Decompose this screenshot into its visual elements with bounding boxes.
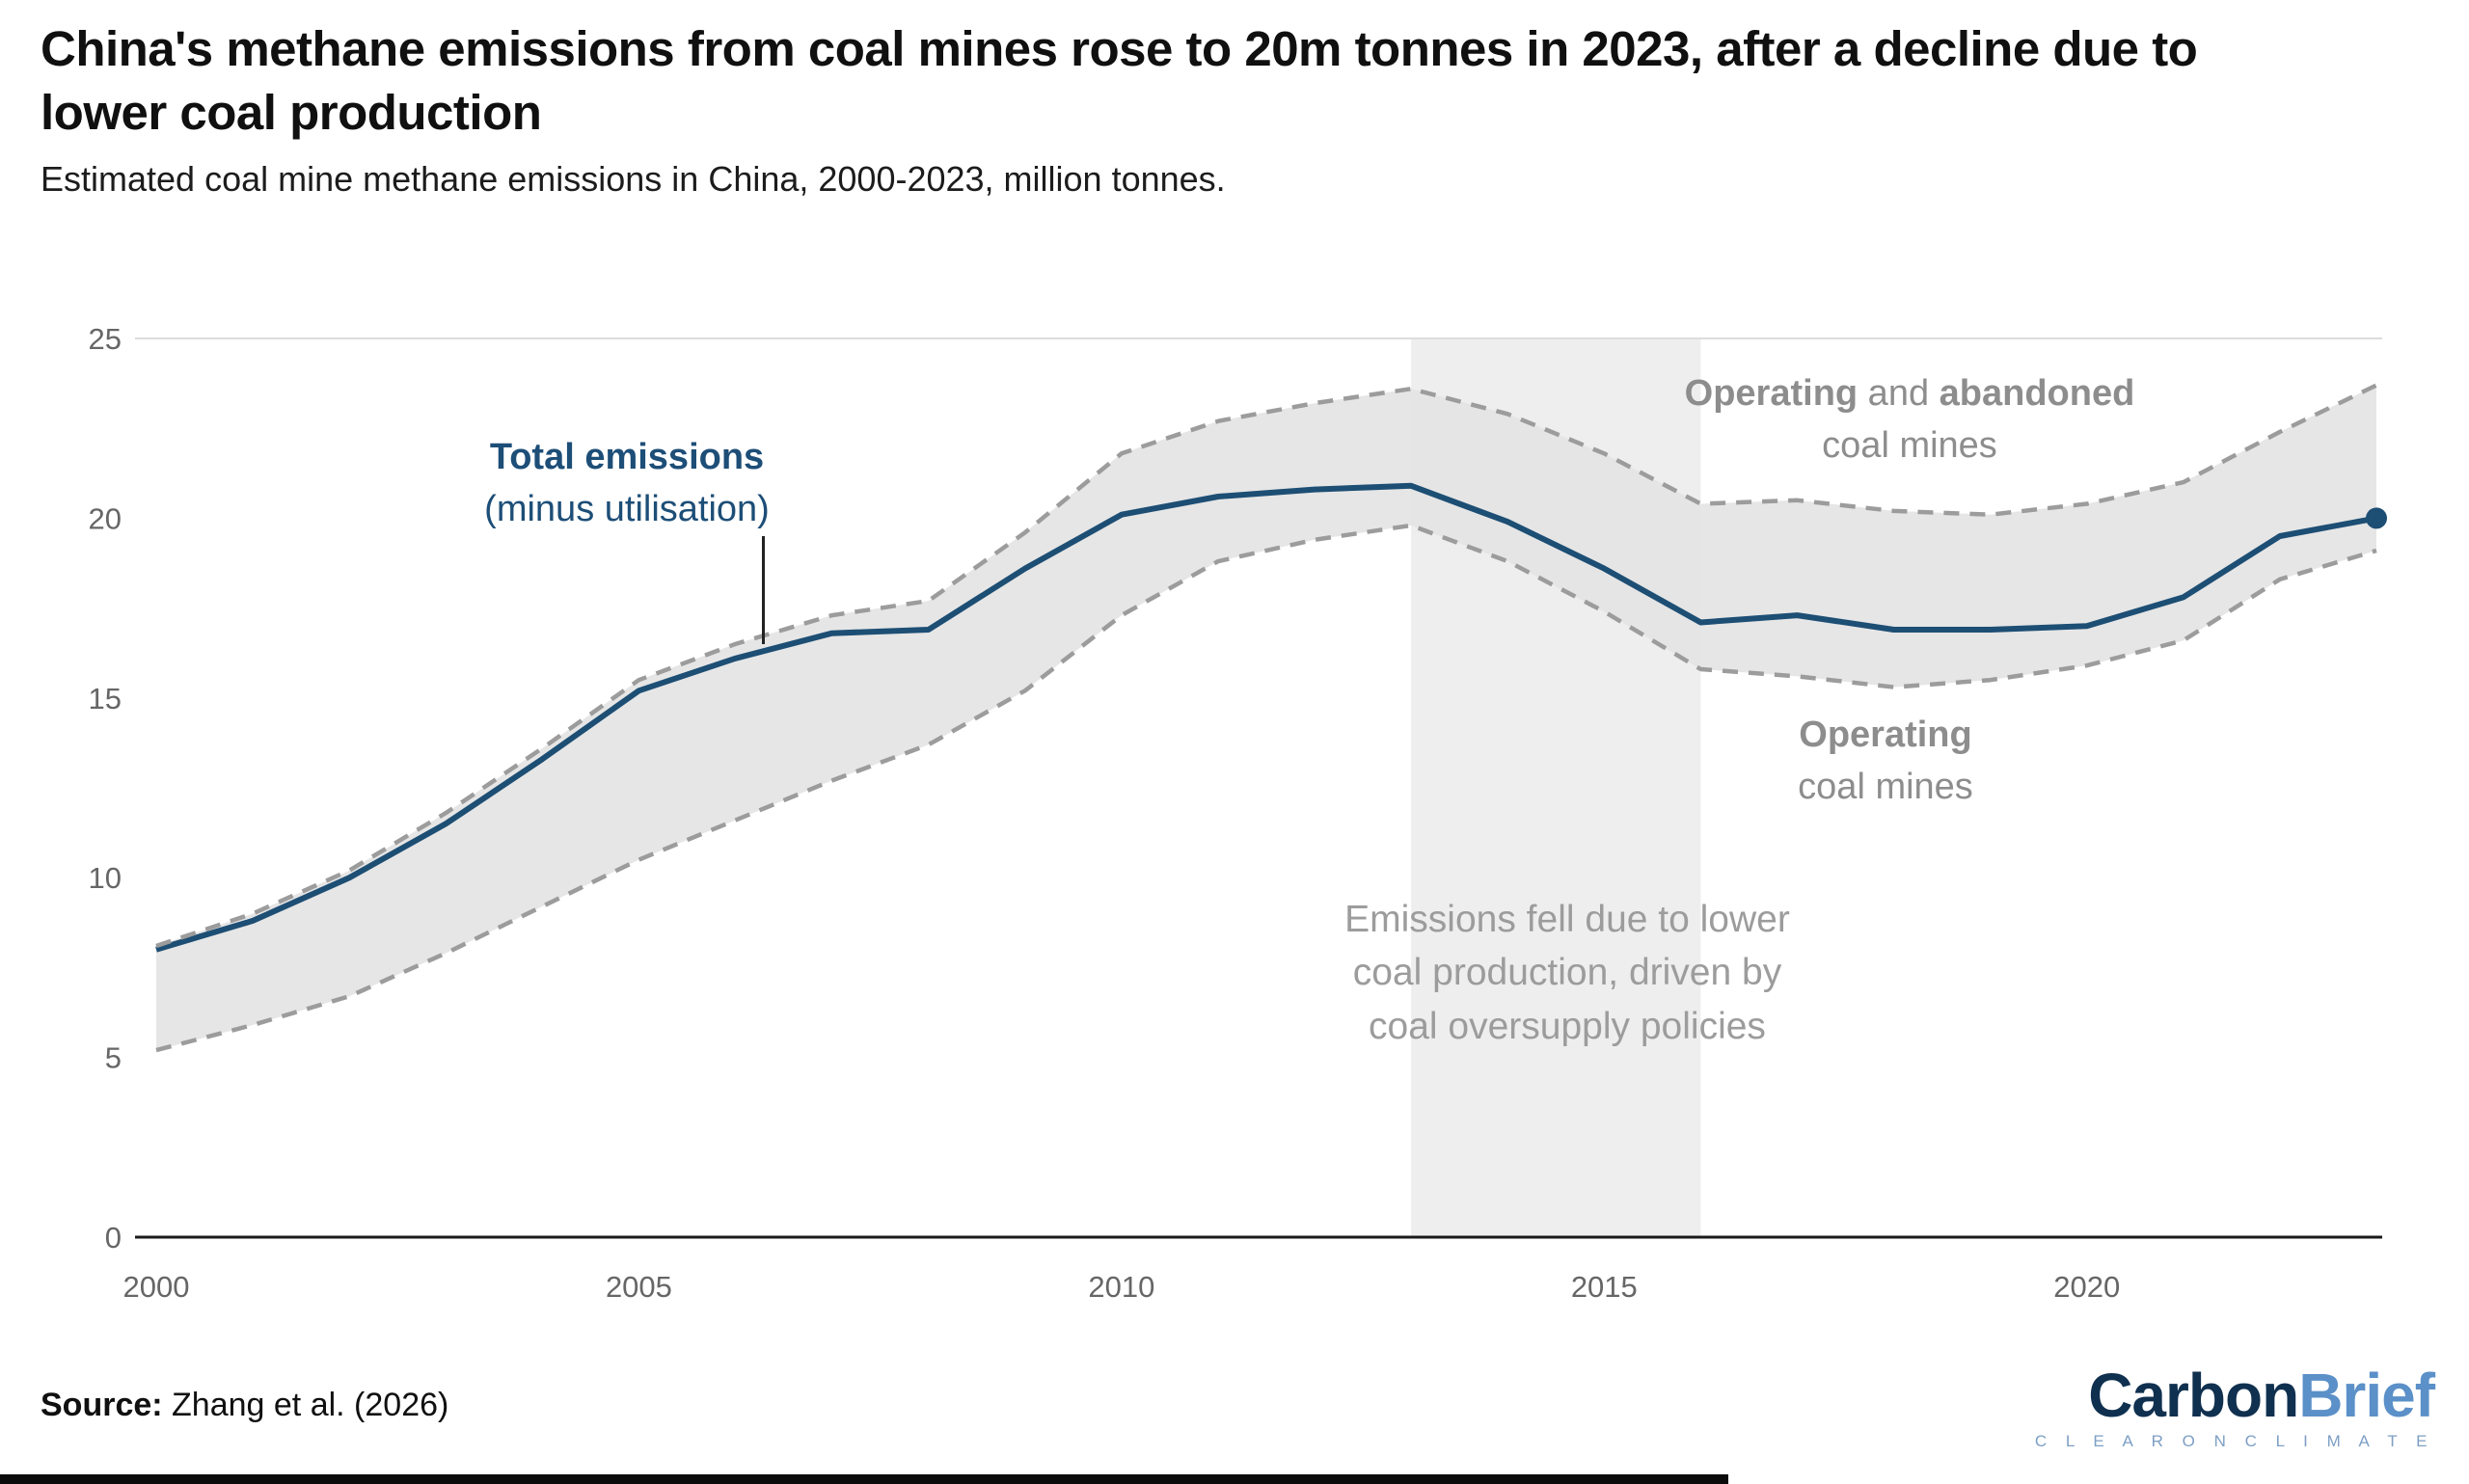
- annotation-operating-line1: Operating: [1799, 715, 1972, 755]
- y-tick-label-25: 25: [89, 322, 122, 356]
- y-tick-label-10: 10: [89, 861, 122, 895]
- annotation-upper-mid: and: [1858, 373, 1940, 414]
- series-line-2-operating-coal-mines: [155, 523, 2377, 1053]
- y-tick-label-5: 5: [105, 1041, 122, 1075]
- annotation-operating-abandoned: Operating and abandoned coal mines: [1572, 368, 2247, 472]
- annotation-operating-line2: coal mines: [1798, 766, 1973, 807]
- logo-brief-text: Brief: [2298, 1361, 2435, 1430]
- x-tick-label-2010: 2010: [1088, 1270, 1154, 1304]
- x-tick-label-2005: 2005: [606, 1270, 672, 1304]
- carbonbrief-logo-wordmark: CarbonBrief: [2035, 1361, 2435, 1430]
- series-end-dot: [2366, 507, 2387, 529]
- annotation-operating-abandoned-line1: Operating and abandoned: [1572, 368, 2247, 420]
- logo-carbon-text: Carbon: [2088, 1361, 2299, 1430]
- x-tick-label-2020: 2020: [2053, 1270, 2120, 1304]
- x-tick-label-2015: 2015: [1571, 1270, 1638, 1304]
- series-line-1-operating-and-abandoned-coal-mines: [155, 383, 2377, 949]
- y-tick-label-0: 0: [105, 1221, 122, 1255]
- annotation-emissions-fell-line1: Emissions fell due to lower: [1344, 899, 1790, 940]
- bottom-edge-bar: [0, 1474, 1728, 1484]
- annotation-emissions-fell-line2: coal production, driven by: [1352, 952, 1782, 994]
- x-tick-label-2000: 2000: [123, 1270, 190, 1304]
- annotation-emissions-fell: Emissions fell due to lower coal product…: [1234, 893, 1900, 1053]
- annotation-upper-bold2: abandoned: [1939, 373, 2135, 414]
- annotation-emissions-fell-line3: coal oversupply policies: [1369, 1005, 1766, 1047]
- annotation-total-emissions-line1: Total emissions: [489, 437, 765, 477]
- carbonbrief-logo: CarbonBrief C L E A R O N C L I M A T E: [2034, 1361, 2435, 1451]
- annotation-upper-bold1: Operating: [1684, 373, 1859, 414]
- chart-subtitle: Estimated coal mine methane emissions in…: [41, 158, 1226, 199]
- annotation-pointer-line: [762, 536, 765, 644]
- series-line-0-total-emissions-minus-utilisation-: [155, 482, 2377, 953]
- source-label: Source:: [41, 1387, 163, 1423]
- annotation-operating: Operating coal mines: [1640, 710, 2131, 814]
- source-line: Source: Zhang et al. (2026): [41, 1387, 448, 1424]
- annotation-total-emissions: Total emissions (minus utilisation): [347, 432, 907, 536]
- source-text: Zhang et al. (2026): [162, 1387, 449, 1423]
- chart-header: China's methane emissions from coal mine…: [41, 17, 2220, 200]
- annotation-total-emissions-line2: (minus utilisation): [484, 488, 770, 529]
- y-tick-label-15: 15: [89, 682, 122, 715]
- chart-title: China's methane emissions from coal mine…: [41, 21, 2198, 141]
- uncertainty-band: [156, 385, 2376, 1051]
- y-tick-label-20: 20: [89, 501, 122, 535]
- logo-tagline: C L E A R O N C L I M A T E: [2034, 1432, 2434, 1451]
- annotation-operating-abandoned-line2: coal mines: [1822, 424, 1997, 466]
